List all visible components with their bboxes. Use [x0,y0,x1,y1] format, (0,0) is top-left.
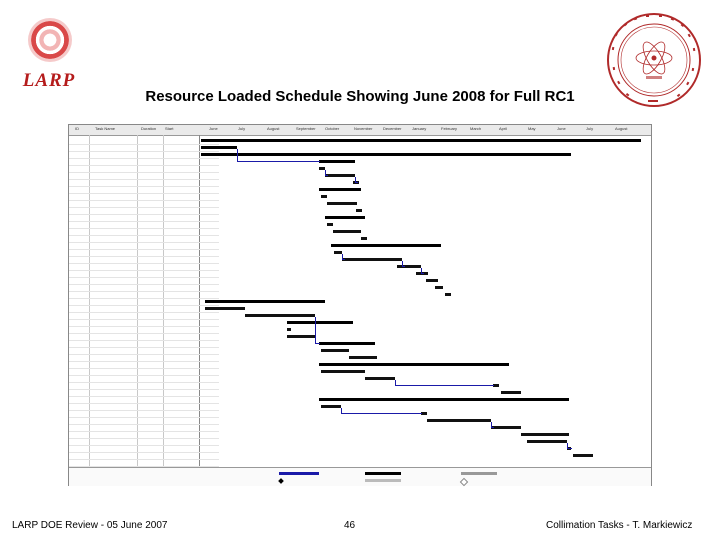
task-bar [321,405,341,408]
task-bar [573,454,593,457]
gantt-legend [69,467,651,486]
task-bar [333,230,361,233]
month-label: January [412,126,426,131]
month-label: May [528,126,536,131]
start-column-header: Start [165,126,173,131]
dependency-link [237,149,320,162]
dependency-link [491,422,494,428]
task-bar [327,223,333,226]
month-label: August [615,126,627,131]
gantt-timeline [201,137,649,467]
summary-bar [319,188,361,191]
month-label: November [354,126,372,131]
ring-emblem-icon [28,18,72,62]
task-bar [365,377,395,380]
dependency-link [315,317,320,344]
id-column-header: ID [75,126,79,131]
month-label: February [441,126,457,131]
month-label: September [296,126,316,131]
dependency-link [395,380,494,386]
task-bar [325,174,355,177]
page-title: Resource Loaded Schedule Showing June 20… [0,88,720,105]
summary-bar [205,300,325,303]
month-label: June [209,126,218,131]
dependency-link [355,177,358,183]
month-label: August [267,126,279,131]
task-bar [334,251,342,254]
task-bar [491,426,521,429]
month-label: April [499,126,507,131]
task-bar [521,433,569,436]
page-number: 46 [344,520,355,531]
task-bar [361,237,367,240]
task-bar [349,356,377,359]
summary-bar [319,160,355,163]
task-bar [327,202,357,205]
dependency-link [325,170,328,176]
summary-bar [319,398,569,401]
task-bar [435,286,443,289]
task-bar [321,195,327,198]
dependency-link [402,261,405,267]
dependency-link [342,254,345,260]
task-bar [426,279,438,282]
footer-left: LARP DOE Review - 05 June 2007 [12,520,167,531]
dependency-link [567,443,572,449]
summary-bar [287,321,353,324]
summary-bar [201,139,641,142]
summary-bar [201,146,237,149]
month-label: July [586,126,593,131]
task-bar [397,265,421,268]
task-bar [205,307,245,310]
task-bar [445,293,451,296]
duration-column-header: Duration [141,126,156,131]
task-bar [427,419,491,422]
month-label: October [325,126,339,131]
month-label: March [470,126,481,131]
larp-logo: LARP [12,12,86,96]
gantt-header: ID Task Name Duration Start June July Au… [69,125,651,136]
month-label: December [383,126,401,131]
task-bar [501,391,521,394]
table-row [69,459,219,467]
dependency-link [421,268,424,274]
task-bar [245,314,315,317]
month-label: July [238,126,245,131]
summary-bar [325,216,365,219]
summary-bar [319,342,375,345]
task-bar [321,370,365,373]
task-bar [527,440,567,443]
task-bar [287,328,291,331]
summary-bar [319,363,509,366]
footer-right: Collimation Tasks - T. Markiewicz [546,520,692,531]
gantt-chart: ID Task Name Duration Start June July Au… [68,124,652,486]
summary-bar [331,244,441,247]
dependency-link [341,408,422,414]
task-bar [356,209,362,212]
task-bar [321,349,349,352]
task-column-header: Task Name [95,126,115,131]
task-bar [287,335,315,338]
task-bar [342,258,402,261]
month-label: June [557,126,566,131]
